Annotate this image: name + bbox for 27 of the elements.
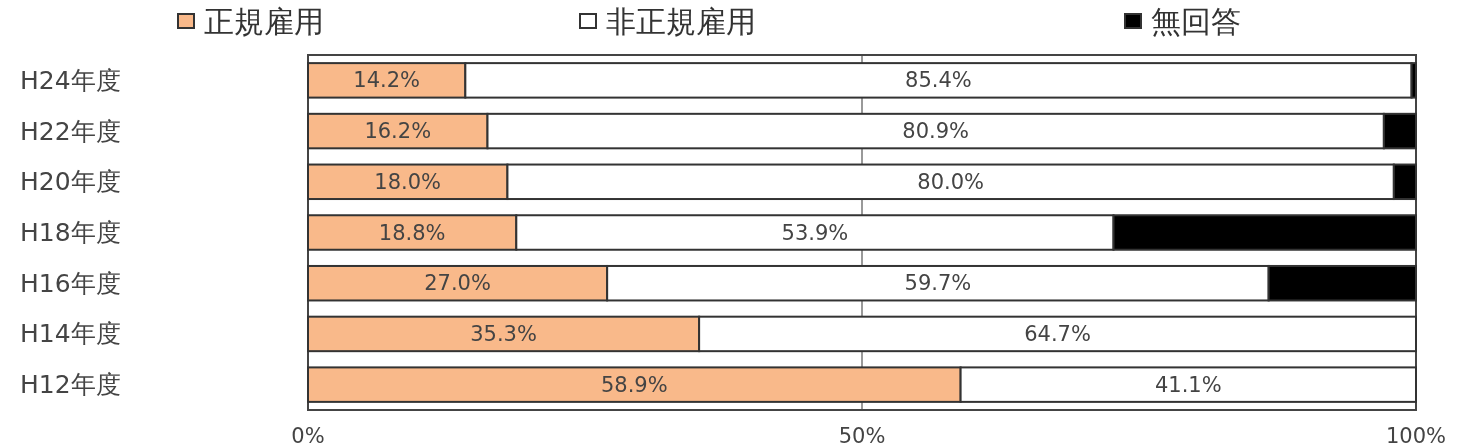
data-label: 27.0% xyxy=(424,271,491,296)
y-tick-label: H24年度 xyxy=(20,65,121,95)
data-label: 80.9% xyxy=(902,119,970,144)
data-label: 85.4% xyxy=(905,68,972,93)
data-label: 59.7% xyxy=(904,271,972,296)
data-label: 18.8% xyxy=(378,220,446,245)
data-label: 64.7% xyxy=(1024,321,1091,346)
x-tick-label: 0% xyxy=(291,424,325,446)
legend-label: 無回答 xyxy=(1151,3,1241,39)
legend-label: 非正規雇用 xyxy=(606,3,756,39)
data-label: 58.9% xyxy=(600,372,668,397)
y-tick-label: H14年度 xyxy=(20,319,121,349)
data-label: 41.1% xyxy=(1154,372,1222,397)
data-label: 16.2% xyxy=(364,119,432,144)
data-label: 80.0% xyxy=(917,169,984,194)
data-label: 14.2% xyxy=(353,68,421,93)
data-label: 35.3% xyxy=(470,321,537,346)
data-label: 53.9% xyxy=(781,220,849,245)
data-label: 18.0% xyxy=(374,169,442,194)
y-tick-label: H16年度 xyxy=(20,268,121,298)
y-tick-label: H18年度 xyxy=(20,218,121,247)
x-tick-label: 50% xyxy=(838,424,886,446)
legend-label: 正規雇用 xyxy=(204,3,324,39)
y-tick-label: H20年度 xyxy=(20,167,121,197)
y-tick-label: H12年度 xyxy=(20,370,121,400)
y-tick-label: H22年度 xyxy=(20,116,121,146)
x-tick-label: 100% xyxy=(1385,424,1447,446)
